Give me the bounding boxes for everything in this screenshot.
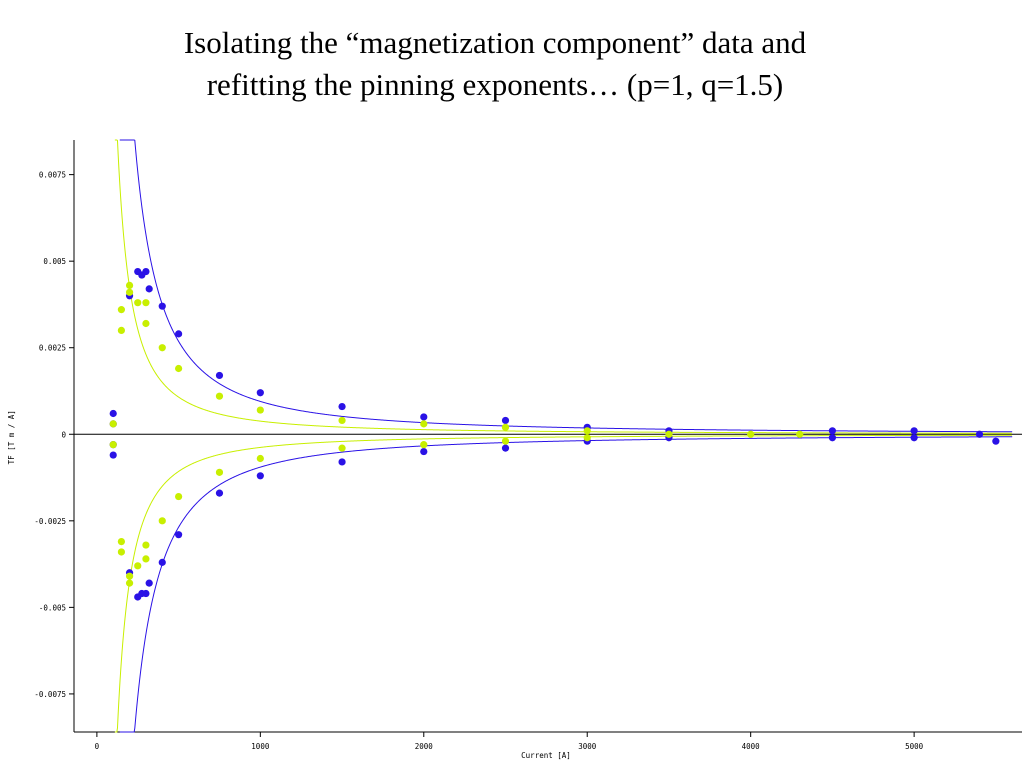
data-point-series-2	[158, 344, 166, 352]
x-axis-label: Current [A]	[521, 751, 571, 760]
slide-title-line-2: refitting the pinning exponents… (p=1, q…	[206, 67, 784, 102]
data-point-series-2	[117, 537, 125, 546]
data-point-series-2	[501, 423, 510, 431]
data-point-series-1	[975, 430, 984, 438]
x-tick-label: 0	[95, 742, 100, 751]
data-point-series-2	[256, 454, 264, 463]
data-point-series-2	[420, 441, 428, 449]
data-point-series-2	[215, 468, 224, 476]
x-tick-label: 1000	[251, 742, 270, 751]
data-point-series-1	[338, 402, 346, 411]
data-point-series-1	[420, 447, 428, 456]
data-point-series-1	[145, 285, 153, 293]
data-point-series-1	[158, 558, 166, 566]
fit-curves	[114, 139, 1013, 733]
data-point-series-1	[142, 267, 150, 276]
data-point-series-2	[134, 562, 142, 570]
data-point-series-1	[910, 434, 918, 442]
data-point-series-1	[109, 451, 117, 459]
fit-curve-positive	[119, 139, 1013, 433]
data-point-series-1	[175, 531, 183, 539]
x-tick-label: 4000	[742, 742, 761, 751]
data-point-series-2	[175, 364, 183, 373]
data-point-series-2	[125, 579, 134, 587]
data-point-series-1	[256, 389, 264, 397]
data-point-series-2	[215, 392, 224, 400]
data-point-series-1	[158, 302, 166, 310]
data-point-series-1	[215, 489, 224, 497]
y-tick-label: 0	[61, 430, 66, 439]
data-point-series-1	[828, 427, 837, 435]
slide-title-line-1: Isolating the “magnetization component” …	[183, 25, 807, 60]
data-point-series-2	[420, 420, 428, 428]
data-point-series-1	[501, 416, 510, 425]
data-point-series-1	[256, 472, 264, 480]
data-point-series-2	[134, 299, 142, 307]
slide-title: Isolating the “magnetization component” …	[60, 22, 930, 106]
data-point-series-1	[215, 371, 224, 380]
data-point-series-1	[910, 427, 918, 435]
data-point-series-2	[583, 434, 591, 442]
data-point-series-1	[142, 589, 150, 598]
data-point-series-1	[175, 330, 183, 338]
fit-curve-positive	[114, 139, 1012, 434]
plot-frame	[73, 140, 1022, 733]
data-point-series-2	[125, 288, 134, 296]
data-point-series-2	[125, 281, 134, 289]
x-tick-label: 5000	[905, 742, 924, 751]
data-point-series-2	[747, 430, 755, 438]
fit-curve-negative	[114, 434, 1012, 733]
data-point-series-1	[338, 458, 346, 466]
data-point-series-2	[109, 420, 117, 428]
data-point-series-2	[583, 427, 591, 435]
data-point-series-2	[125, 572, 134, 580]
data-point-series-1	[145, 579, 153, 587]
y-tick-label: 0.0025	[39, 344, 66, 353]
data-point-series-1	[828, 434, 837, 442]
data-point-series-1	[420, 413, 428, 421]
data-point-series-2	[256, 406, 264, 414]
data-points	[109, 267, 1000, 601]
data-point-series-2	[142, 319, 150, 328]
data-point-series-2	[117, 548, 125, 556]
fit-curve-negative	[119, 436, 1013, 733]
y-tick-label: 0.0075	[39, 171, 66, 180]
data-point-series-2	[142, 541, 150, 549]
x-tick-label: 3000	[578, 742, 597, 751]
data-point-series-2	[175, 492, 183, 501]
data-point-series-2	[109, 441, 117, 449]
data-point-series-2	[142, 555, 150, 563]
data-point-series-1	[992, 437, 1000, 445]
data-point-series-2	[158, 517, 166, 525]
data-point-series-2	[796, 430, 804, 438]
data-point-series-2	[338, 444, 346, 452]
data-point-series-1	[501, 444, 510, 452]
data-point-series-2	[665, 430, 673, 438]
data-point-series-2	[501, 437, 510, 445]
y-tick-label: 0.005	[43, 257, 66, 266]
x-tick-label: 2000	[415, 742, 434, 751]
y-tick-label: -0.0025	[34, 517, 66, 526]
y-axis-label: TF [T m / A]	[7, 410, 16, 464]
data-point-series-2	[117, 306, 125, 314]
data-point-series-2	[117, 326, 125, 335]
data-point-series-2	[142, 299, 150, 307]
y-tick-label: -0.005	[39, 603, 66, 612]
data-point-series-2	[338, 416, 346, 425]
axis-ticks: 0.0075 0.005 0.0025 0 -0.0025 -0.005 -0.0075 0 1…	[34, 171, 923, 751]
y-tick-label: -0.0075	[34, 690, 66, 699]
data-point-series-1	[109, 409, 117, 418]
